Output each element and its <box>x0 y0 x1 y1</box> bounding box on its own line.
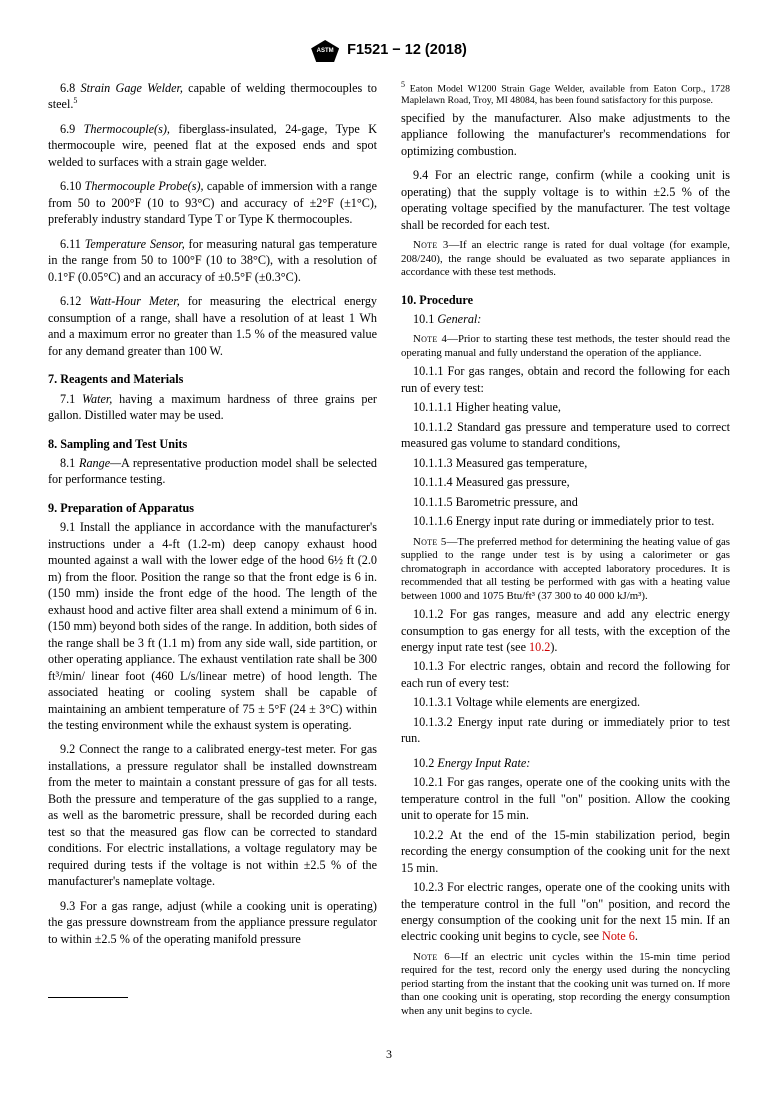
para-10-1-1-6: 10.1.1.6 Energy input rate during or imm… <box>401 513 730 529</box>
footnote-ref-5: 5 <box>73 96 77 105</box>
para-10-1-3-1: 10.1.3.1 Voltage while elements are ener… <box>401 694 730 710</box>
note-5-text: —The preferred method for determining th… <box>401 536 730 602</box>
note-4-label: Note 4 <box>413 333 447 345</box>
note-4-text: —Prior to starting these test methods, t… <box>401 333 730 358</box>
page-number: 3 <box>48 1046 730 1062</box>
section-7-title: 7. Reagents and Materials <box>48 371 377 387</box>
standard-designation: F1521 − 12 (2018) <box>347 41 467 61</box>
footnote-5: 5 Eaton Model W1200 Strain Gage Welder, … <box>401 80 730 107</box>
para-10-1-2-b: ). <box>550 640 557 654</box>
para-10-2-3: 10.2.3 For electric ranges, operate one … <box>401 879 730 945</box>
note-6-text: —If an electric unit cycles within the 1… <box>401 951 730 1017</box>
para-10-1-1-1: 10.1.1.1 Higher heating value, <box>401 399 730 415</box>
para-9-1: 9.1 Install the appliance in accordance … <box>48 519 377 733</box>
section-8-title: 8. Sampling and Test Units <box>48 436 377 452</box>
para-10-1-3-2: 10.1.3.2 Energy input rate during or imm… <box>401 714 730 747</box>
para-6-10: 6.10 Thermocouple Probe(s), capable of i… <box>48 178 377 227</box>
para-10-2-3-b: . <box>635 929 638 943</box>
note-6: Note 6—If an electric unit cycles within… <box>401 951 730 1018</box>
note-5: Note 5—The preferred method for determin… <box>401 536 730 603</box>
note-3-label: Note 3 <box>413 239 449 251</box>
link-note-6[interactable]: Note 6 <box>602 929 635 943</box>
para-10-1-2: 10.1.2 For gas ranges, measure and add a… <box>401 606 730 655</box>
footnote-separator <box>48 997 128 998</box>
link-10-2[interactable]: 10.2 <box>529 640 550 654</box>
para-10-2-1: 10.2.1 For gas ranges, operate one of th… <box>401 774 730 823</box>
note-5-label: Note 5 <box>413 536 447 548</box>
footnote-text: Eaton Model W1200 Strain Gage Welder, av… <box>401 83 730 106</box>
section-10-title: 10. Procedure <box>401 292 730 308</box>
page-header: ASTM F1521 − 12 (2018) <box>48 40 730 62</box>
para-6-9: 6.9 Thermocouple(s), fiberglass-insulate… <box>48 121 377 170</box>
para-6-8: 6.8 Strain Gage Welder, capable of weldi… <box>48 80 377 113</box>
para-9-3: 9.3 For a gas range, adjust (while a coo… <box>48 898 377 947</box>
note-4: Note 4—Prior to starting these test meth… <box>401 333 730 360</box>
para-10-2: 10.2 Energy Input Rate: <box>401 755 730 771</box>
para-6-11: 6.11 Temperature Sensor, for measuring n… <box>48 236 377 285</box>
para-10-1-1-3: 10.1.1.3 Measured gas temperature, <box>401 455 730 471</box>
para-10-2-2: 10.2.2 At the end of the 15-min stabiliz… <box>401 827 730 876</box>
para-9-3-cont: specified by the manufacturer. Also make… <box>401 110 730 159</box>
para-9-4: 9.4 For an electric range, confirm (whil… <box>401 167 730 233</box>
para-10-1: 10.1 General: <box>401 311 730 327</box>
para-6-12: 6.12 Watt-Hour Meter, for measuring the … <box>48 293 377 359</box>
para-8-1: 8.1 Range—A representative production mo… <box>48 455 377 488</box>
note-6-label: Note 6 <box>413 951 450 963</box>
para-10-1-1-4: 10.1.1.4 Measured gas pressure, <box>401 474 730 490</box>
para-7-1: 7.1 Water, having a maximum hardness of … <box>48 391 377 424</box>
note-3-text: —If an electric range is rated for dual … <box>401 239 730 278</box>
astm-logo-text: ASTM <box>317 47 334 55</box>
para-10-2-3-a: 10.2.3 For electric ranges, operate one … <box>401 880 730 943</box>
section-9-title: 9. Preparation of Apparatus <box>48 500 377 516</box>
para-10-1-3: 10.1.3 For electric ranges, obtain and r… <box>401 658 730 691</box>
note-3: Note 3—If an electric range is rated for… <box>401 239 730 279</box>
para-10-1-2-a: 10.1.2 For gas ranges, measure and add a… <box>401 607 730 654</box>
para-9-2: 9.2 Connect the range to a calibrated en… <box>48 741 377 889</box>
para-10-1-1: 10.1.1 For gas ranges, obtain and record… <box>401 363 730 396</box>
body-columns: 6.8 Strain Gage Welder, capable of weldi… <box>48 80 730 1018</box>
astm-logo: ASTM <box>311 40 339 62</box>
para-10-1-1-2: 10.1.1.2 Standard gas pressure and tempe… <box>401 419 730 452</box>
para-10-1-1-5: 10.1.1.5 Barometric pressure, and <box>401 494 730 510</box>
